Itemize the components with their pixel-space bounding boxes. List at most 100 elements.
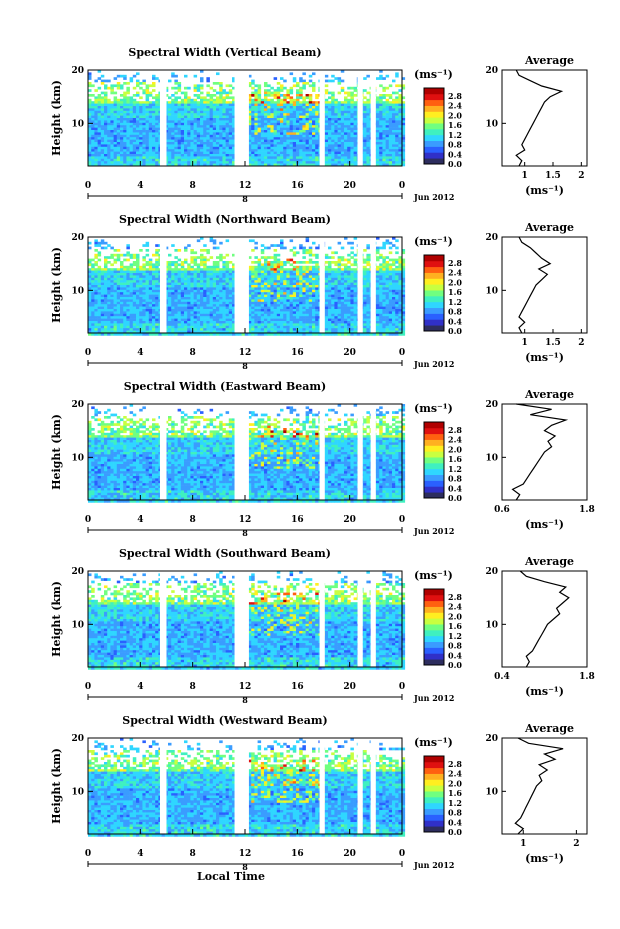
heatmap-cell <box>187 297 191 300</box>
heatmap-cell <box>376 120 380 124</box>
heatmap-cell <box>216 280 220 283</box>
heatmap-cell <box>187 86 191 90</box>
heatmap-cell <box>126 156 130 160</box>
heatmap-cell <box>139 144 143 148</box>
heatmap-cell <box>401 86 406 90</box>
heatmap-cell <box>315 149 319 152</box>
heatmap-cell <box>107 151 111 155</box>
heatmap-cell <box>308 151 313 155</box>
heatmap-cell <box>123 94 127 97</box>
heatmap-cell <box>305 113 310 116</box>
heatmap-cell <box>260 120 265 124</box>
heatmap-cell <box>206 268 210 271</box>
heatmap-cell <box>184 142 188 145</box>
heatmap-cell <box>152 106 156 109</box>
heatmap-cell <box>120 156 124 160</box>
heatmap-cell <box>126 134 130 138</box>
heatmap-cell <box>363 297 367 300</box>
heatmap-cell <box>110 122 114 126</box>
heatmap-cell <box>116 118 121 121</box>
heatmap-cell <box>116 82 121 85</box>
heatmap-cell <box>305 103 310 107</box>
heatmap-cell <box>97 122 102 126</box>
heatmap-cell <box>222 120 226 124</box>
heatmap-cell <box>292 163 297 167</box>
heatmap-cell <box>264 246 268 250</box>
heatmap-cell <box>398 294 402 298</box>
heatmap-cell <box>164 86 169 90</box>
heatmap-cell <box>209 158 214 162</box>
heatmap-cell <box>196 118 201 121</box>
heatmap-cell <box>177 142 182 145</box>
heatmap-cell <box>196 268 201 271</box>
heatmap-cell <box>209 130 214 133</box>
heatmap-cell <box>120 144 124 148</box>
heatmap-cell <box>324 132 329 136</box>
heatmap-cell <box>395 120 399 124</box>
heatmap-cell <box>324 277 329 281</box>
heatmap-cell <box>350 280 354 283</box>
heatmap-cell <box>296 120 300 124</box>
heatmap-cell <box>129 132 134 136</box>
heatmap-cell <box>315 265 319 269</box>
heatmap-cell <box>212 149 217 152</box>
heatmap-cell <box>270 98 274 102</box>
heatmap-cell <box>155 144 159 148</box>
heatmap-cell <box>104 261 108 264</box>
heatmap-cell <box>270 137 274 140</box>
heatmap-cell <box>299 287 303 291</box>
heatmap-cell <box>328 130 332 133</box>
heatmap-cell <box>350 270 354 274</box>
heatmap-cell <box>254 289 258 293</box>
heatmap-cell <box>113 146 118 150</box>
heatmap-cell <box>152 96 156 100</box>
heatmap-cell <box>187 263 191 267</box>
heatmap-cell <box>283 101 287 104</box>
heatmap-cell <box>120 118 124 121</box>
heatmap-cell <box>331 130 335 133</box>
heatmap-cell <box>91 120 95 124</box>
heatmap-cell <box>376 268 380 271</box>
heatmap-cell <box>363 113 367 116</box>
heatmap-cell <box>264 261 268 264</box>
heatmap-cell <box>155 113 159 116</box>
heatmap-cell <box>264 130 268 133</box>
heatmap-cell <box>187 154 191 157</box>
heatmap-cell <box>254 134 258 138</box>
heatmap-cell <box>251 91 255 95</box>
heatmap-cell <box>273 154 278 157</box>
heatmap-cell <box>88 297 92 300</box>
heatmap-cell <box>148 91 153 95</box>
heatmap-cell <box>212 89 217 92</box>
heatmap-cell <box>388 108 393 112</box>
heatmap-cell <box>324 130 329 133</box>
heatmap-cell <box>379 265 383 269</box>
heatmap-cell <box>168 154 172 157</box>
heatmap-cell <box>164 151 169 155</box>
heatmap-cell <box>136 285 140 288</box>
heatmap-cell <box>113 125 118 128</box>
heatmap-cell <box>376 151 380 155</box>
heatmap-cell <box>392 98 396 102</box>
heatmap-cell <box>200 86 204 90</box>
heatmap-cell <box>257 127 262 131</box>
heatmap-cell <box>254 125 258 128</box>
heatmap-cell <box>187 161 191 164</box>
heatmap-cell <box>337 282 342 286</box>
heatmap-cell <box>308 156 313 160</box>
heatmap-cell <box>260 142 265 145</box>
heatmap-cell <box>206 163 210 167</box>
heatmap-cell <box>171 120 175 124</box>
heatmap-cell <box>347 125 351 128</box>
heatmap-cell <box>152 263 156 267</box>
heatmap-cell <box>350 273 354 276</box>
heatmap-cell <box>379 115 383 119</box>
heatmap-cell <box>88 146 92 150</box>
heatmap-cell <box>139 289 143 293</box>
heatmap-cell <box>308 277 313 281</box>
heatmap-cell <box>219 285 223 288</box>
heatmap-cell <box>142 127 146 131</box>
heatmap-cell <box>168 161 172 164</box>
heatmap-cell <box>251 108 255 112</box>
heatmap-cell <box>139 273 143 276</box>
